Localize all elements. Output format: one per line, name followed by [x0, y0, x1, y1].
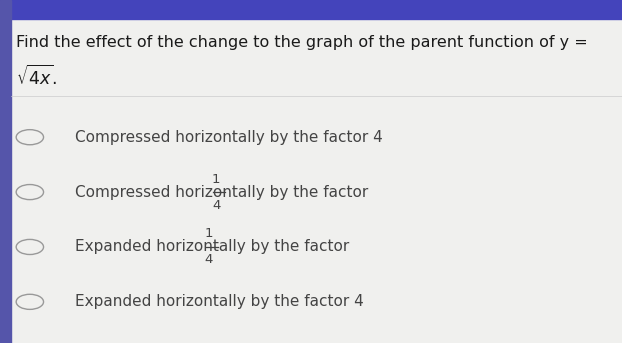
Text: 4: 4 [212, 199, 220, 212]
Text: 1: 1 [205, 227, 213, 240]
Text: Compressed horizontally by the factor: Compressed horizontally by the factor [75, 185, 373, 200]
Text: 1: 1 [212, 173, 220, 186]
Text: $\sqrt{4x}$.: $\sqrt{4x}$. [16, 65, 57, 89]
Text: Find the effect of the change to the graph of the parent function of y =: Find the effect of the change to the gra… [16, 35, 587, 50]
Bar [0, 0, 11, 343]
Bar [0, 0, 622, 19]
Text: 4: 4 [205, 253, 213, 267]
Text: Expanded horizontally by the factor 4: Expanded horizontally by the factor 4 [75, 294, 363, 309]
Text: Compressed horizontally by the factor 4: Compressed horizontally by the factor 4 [75, 130, 383, 145]
Text: Expanded horizontally by the factor: Expanded horizontally by the factor [75, 239, 354, 255]
